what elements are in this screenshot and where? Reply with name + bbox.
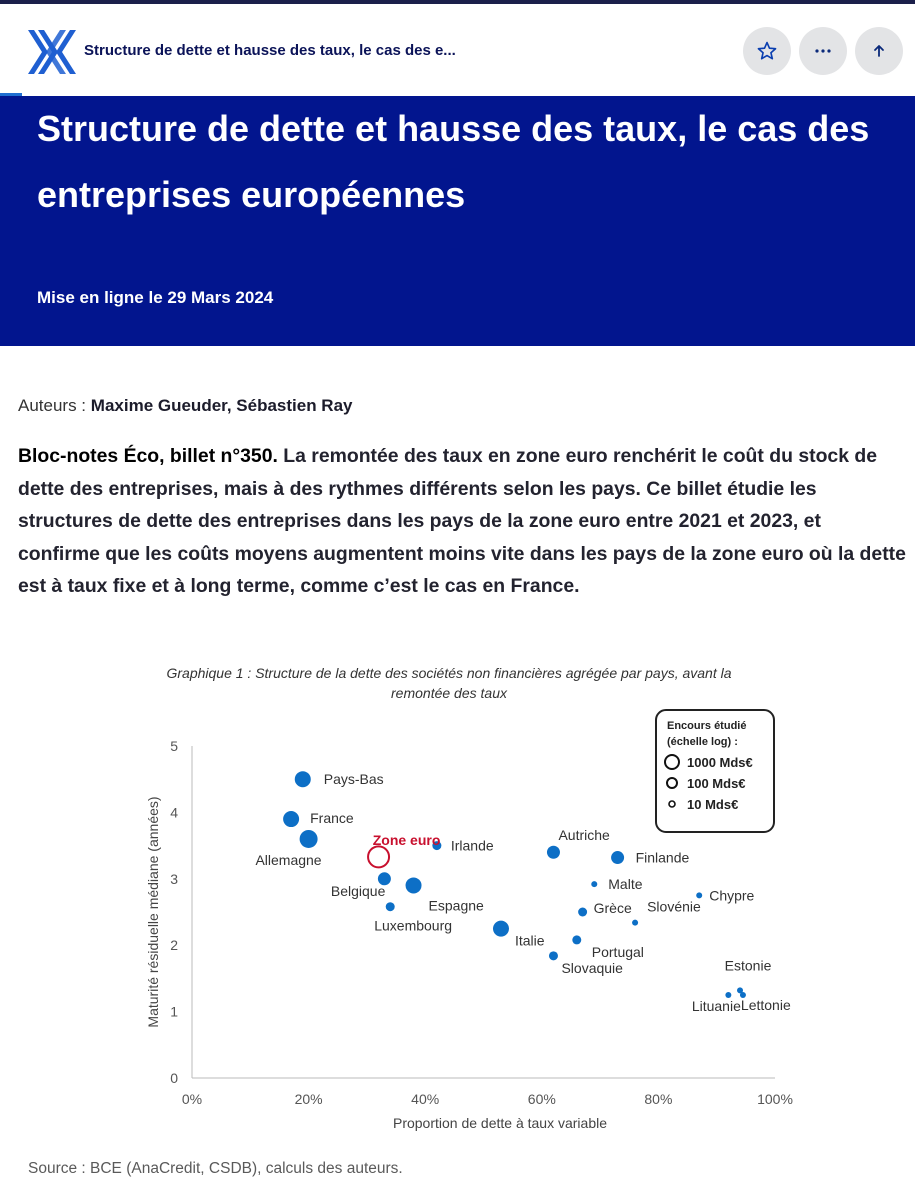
- scroll-top-button[interactable]: [855, 27, 903, 75]
- legend-title-line1: Encours étudié: [667, 720, 746, 732]
- authors-line: Auteurs : Maxime Gueuder, Sébastien Ray: [18, 396, 353, 416]
- point-estonie: [737, 987, 744, 994]
- legend-entry-1000: 1000 Mds€: [687, 755, 753, 770]
- y-tick-label: 0: [170, 1070, 178, 1086]
- point-label-pays-bas: Pays-Bas: [324, 771, 384, 787]
- point-autriche: [546, 845, 560, 859]
- point-zone-euro: [367, 845, 391, 869]
- point-label-estonie: Estonie: [725, 957, 772, 973]
- hero-banner: Structure de dette et hausse des taux, l…: [0, 96, 915, 346]
- y-tick-label: 4: [170, 804, 178, 820]
- x-tick-label: 80%: [644, 1091, 672, 1107]
- top-bar: Structure de dette et hausse des taux, l…: [0, 4, 915, 96]
- y-tick-label: 2: [170, 937, 178, 953]
- more-options-button[interactable]: [799, 27, 847, 75]
- point-label-lituanie: Lituanie: [692, 998, 741, 1014]
- chart-title-line1: Graphique 1 : Structure de la dette des …: [166, 665, 731, 681]
- accent-tab: [0, 93, 22, 97]
- point-label-malte: Malte: [608, 876, 642, 892]
- top-rule: [0, 0, 915, 4]
- favorite-button[interactable]: [743, 27, 791, 75]
- point-grece: [578, 907, 588, 917]
- point-label-slovenie: Slovénie: [647, 899, 701, 915]
- more-icon: [815, 49, 831, 53]
- point-label-chypre: Chypre: [709, 887, 754, 903]
- point-slovaquie: [548, 951, 558, 961]
- point-allemagne: [299, 829, 318, 848]
- x-tick-label: 60%: [528, 1091, 556, 1107]
- legend-title-line2: (échelle log) :: [667, 736, 738, 748]
- chart-source: Source : BCE (AnaCredit, CSDB), calculs …: [28, 1160, 403, 1177]
- arrow-up-icon: [874, 45, 884, 57]
- point-espagne: [405, 877, 422, 894]
- lead-text: La remontée des taux en zone euro renché…: [18, 445, 906, 597]
- point-label-lettonie: Lettonie: [741, 997, 791, 1013]
- x-tick-label: 40%: [411, 1091, 439, 1107]
- legend-marker-10: [668, 800, 676, 808]
- point-label-allemagne: Allemagne: [255, 852, 321, 868]
- legend-entry-100: 100 Mds€: [687, 776, 746, 791]
- point-label-irlande: Irlande: [451, 838, 494, 854]
- point-portugal: [572, 935, 582, 945]
- point-label-luxembourg: Luxembourg: [374, 918, 452, 934]
- star-icon: [757, 41, 777, 60]
- point-label-zone-euro: Zone euro: [373, 832, 441, 848]
- legend-marker-100: [666, 777, 678, 789]
- point-label-portugal: Portugal: [592, 944, 644, 960]
- lead-paragraph: Bloc-notes Éco, billet n°350. La remonté…: [18, 440, 908, 603]
- x-axis-label: Proportion de dette à taux variable: [393, 1115, 607, 1131]
- point-france: [283, 811, 300, 828]
- point-malte: [591, 881, 598, 888]
- chart-legend: Encours étudié (échelle log) : 1000 Mds€…: [655, 709, 775, 833]
- point-pays-bas: [294, 771, 311, 788]
- publish-date: Mise en ligne le 29 Mars 2024: [37, 288, 274, 307]
- point-label-autriche: Autriche: [558, 827, 610, 843]
- point-luxembourg: [385, 902, 395, 912]
- y-tick-label: 5: [170, 738, 178, 754]
- article-title: Structure de dette et hausse des taux, l…: [37, 108, 870, 215]
- point-finlande: [611, 851, 625, 865]
- y-tick-label: 3: [170, 871, 178, 887]
- page-title: Structure de dette et hausse des taux, l…: [84, 42, 456, 59]
- point-label-grece: Grèce: [594, 900, 632, 916]
- point-label-slovaquie: Slovaquie: [561, 960, 623, 976]
- x-tick-label: 0%: [182, 1091, 202, 1107]
- point-lettonie: [739, 992, 746, 998]
- point-label-espagne: Espagne: [429, 897, 484, 913]
- x-tick-label: 100%: [757, 1091, 793, 1107]
- y-tick-label: 1: [170, 1004, 178, 1020]
- point-irlande: [432, 841, 442, 851]
- lead-series-label: Bloc-notes Éco, billet n°350.: [18, 445, 278, 467]
- point-chypre: [696, 892, 703, 899]
- x-tick-label: 20%: [295, 1091, 323, 1107]
- legend-marker-1000: [664, 754, 680, 770]
- authors-label: Auteurs :: [18, 396, 87, 415]
- point-belgique: [377, 872, 391, 886]
- point-label-france: France: [310, 810, 354, 826]
- point-label-belgique: Belgique: [331, 883, 386, 899]
- chart-title-line2: remontée des taux: [391, 685, 508, 701]
- point-italie: [492, 920, 509, 937]
- legend-entry-10: 10 Mds€: [687, 797, 738, 812]
- authors-names: Maxime Gueuder, Sébastien Ray: [90, 396, 353, 415]
- y-axis-label: Maturité résiduelle médiane (années): [145, 796, 161, 1027]
- point-lituanie: [725, 992, 732, 998]
- point-slovenie: [632, 919, 639, 926]
- chart-figure: Graphique 1 : Structure de la dette des …: [0, 650, 915, 1150]
- banque-de-france-logo: [24, 26, 80, 78]
- scatter-chart: Graphique 1 : Structure de la dette des …: [145, 665, 793, 1131]
- point-label-finlande: Finlande: [636, 850, 690, 866]
- point-label-italie: Italie: [515, 933, 545, 949]
